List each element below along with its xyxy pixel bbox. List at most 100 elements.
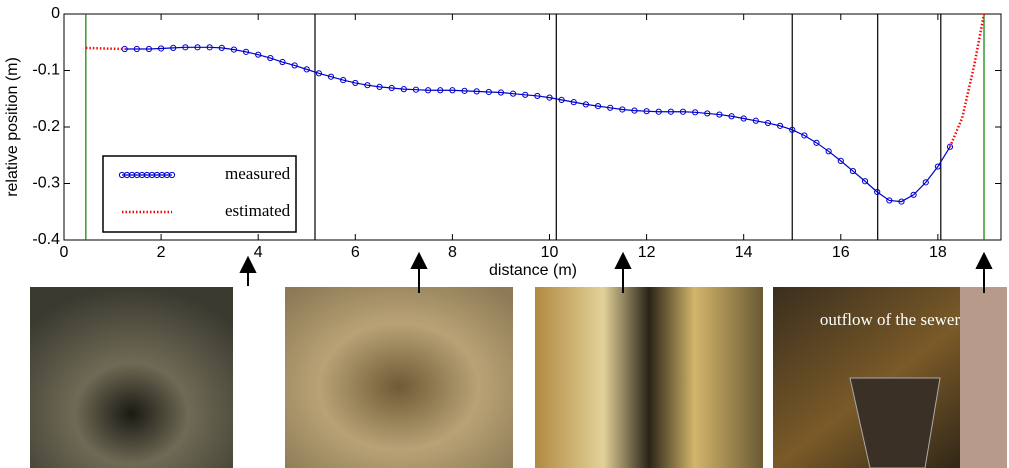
data-point — [425, 87, 432, 94]
data-point — [619, 106, 626, 113]
data-point — [631, 107, 638, 114]
x-tick-label: 4 — [254, 244, 263, 261]
data-point — [594, 102, 602, 110]
data-point — [437, 87, 444, 94]
data-point — [327, 73, 335, 80]
data-point — [376, 83, 383, 90]
arrow-head — [239, 255, 257, 273]
legend-box — [102, 155, 297, 233]
data-point — [485, 88, 492, 96]
data-point — [910, 191, 917, 198]
data-point — [509, 90, 517, 97]
data-point — [218, 44, 225, 52]
arrow-head — [975, 251, 993, 269]
data-point — [861, 178, 869, 185]
series-line — [124, 46, 951, 203]
data-point — [570, 99, 577, 106]
data-point — [813, 139, 820, 146]
data-point — [255, 51, 262, 58]
data-point — [728, 113, 735, 120]
data-point — [279, 58, 286, 66]
annotation: outflow of the sewer — [820, 310, 961, 329]
plot: 0 2 4 6 8 10 12 14 16 18 -0.4 -0.3 -0.2 -0.1 0 measured… — [32, 5, 1002, 261]
data-point — [922, 179, 929, 186]
arrow-head — [410, 251, 428, 269]
data-point — [849, 167, 857, 175]
data-point — [777, 122, 784, 129]
data-point — [801, 132, 808, 139]
data-point — [898, 198, 905, 205]
x-tick-label: 18 — [929, 244, 947, 261]
data-point — [364, 82, 371, 89]
arrows — [239, 251, 993, 293]
data-point — [182, 44, 189, 51]
data-point — [145, 45, 153, 53]
data-point — [534, 92, 541, 100]
data-point — [704, 110, 711, 117]
x-tick-label: 0 — [60, 244, 69, 261]
data-point — [133, 45, 140, 53]
sewer-photo — [30, 287, 233, 468]
y-tick-label: 0 — [51, 5, 60, 22]
data-point — [206, 44, 213, 51]
data-point — [340, 77, 347, 84]
x-tick-label: 2 — [157, 244, 166, 261]
legend-marker — [168, 171, 176, 179]
data-point — [582, 101, 590, 108]
data-point — [170, 44, 177, 52]
x-tick-label: 16 — [832, 244, 850, 261]
wall — [960, 287, 1007, 468]
data-point — [230, 46, 238, 53]
data-point — [874, 188, 881, 196]
photos: outflow of the sewer — [30, 287, 1007, 468]
legend-label: estimated — [225, 201, 291, 220]
y-tick-label: -0.4 — [32, 231, 60, 248]
data-point — [303, 66, 310, 73]
y-tick-label: -0.3 — [32, 175, 60, 192]
x-tick-label: 8 — [448, 244, 457, 261]
data-point — [934, 163, 941, 170]
data-point — [157, 45, 165, 52]
data-point — [679, 108, 687, 115]
series-line — [85, 13, 986, 148]
sewer-photo — [285, 287, 513, 468]
data-point — [655, 108, 662, 115]
data-point — [825, 148, 832, 155]
data-point — [473, 88, 480, 95]
x-tick-label: 10 — [541, 244, 559, 261]
data-point — [789, 126, 796, 133]
data-point — [837, 157, 844, 164]
data-point — [546, 94, 553, 101]
y-tick-label: -0.2 — [32, 118, 60, 135]
data-point — [607, 104, 614, 111]
data-point — [315, 70, 322, 77]
data-point — [291, 62, 298, 69]
data-point — [388, 84, 395, 92]
data-point — [242, 48, 250, 55]
data-point — [497, 89, 505, 96]
data-point — [692, 109, 699, 116]
data-point — [752, 117, 759, 124]
data-point — [946, 143, 954, 150]
x-axis-label: distance (m) — [489, 262, 577, 279]
data-point — [886, 197, 893, 204]
data-point — [558, 96, 565, 103]
x-tick-label: 12 — [638, 244, 656, 261]
data-point — [667, 108, 674, 115]
data-point — [740, 115, 747, 122]
data-point — [522, 91, 529, 98]
arrow-head — [614, 251, 632, 269]
data-point — [412, 86, 420, 93]
data-point — [267, 54, 274, 62]
data-point — [352, 79, 359, 87]
y-tick-label: -0.1 — [32, 62, 60, 79]
data-point — [194, 44, 201, 51]
pipe-outlet — [849, 377, 941, 468]
data-point — [643, 108, 650, 115]
x-tick-label: 6 — [351, 244, 360, 261]
sewer-photo — [535, 287, 763, 468]
legend-label: measured — [225, 164, 291, 183]
x-tick-label: 14 — [735, 244, 753, 261]
